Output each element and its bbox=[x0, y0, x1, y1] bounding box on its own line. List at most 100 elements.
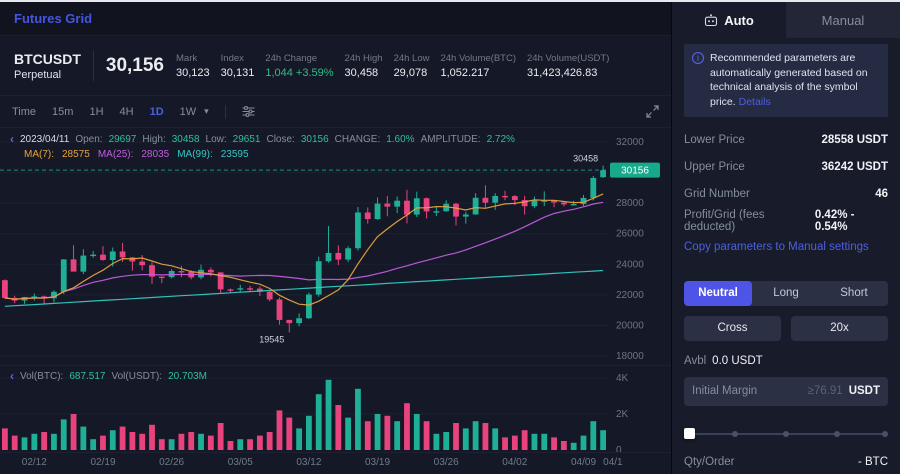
qty-label: Qty/Order bbox=[684, 455, 735, 468]
chevron-down-icon[interactable]: ▾ bbox=[204, 106, 209, 116]
close-label: Close: bbox=[266, 133, 295, 145]
ma-legend: MA(7): 28575 MA(25): 28035 MA(99): 23595 bbox=[24, 149, 249, 160]
interval-time[interactable]: Time bbox=[12, 105, 37, 118]
stat-24h-change: 24h Change 1,044 +3.59% bbox=[265, 52, 334, 79]
ma7-value: 28575 bbox=[62, 149, 90, 160]
direction-neutral[interactable]: Neutral bbox=[684, 280, 752, 306]
slider-dot-75[interactable] bbox=[834, 430, 840, 437]
tab-auto[interactable]: Auto bbox=[672, 2, 786, 38]
x-axis-label: 03/12 bbox=[296, 457, 322, 468]
close-value: 30156 bbox=[300, 133, 329, 145]
qty-value: - BTC bbox=[857, 455, 888, 468]
mode-tabs: Auto Manual bbox=[672, 2, 900, 38]
interval-15m[interactable]: 15m bbox=[52, 105, 74, 118]
svg-text:28000: 28000 bbox=[616, 198, 644, 209]
legend-date: 2023/04/11 bbox=[20, 133, 70, 145]
x-axis-label: 02/12 bbox=[21, 457, 47, 468]
available-balance-row: Avbl 0.0 USDT bbox=[684, 355, 888, 367]
grid-settings-panel: Auto Manual i Recommended parameters are… bbox=[672, 2, 900, 474]
low-label: Low: bbox=[205, 133, 227, 145]
x-axis-label: 03/26 bbox=[433, 457, 459, 468]
svg-text:30458: 30458 bbox=[573, 154, 598, 164]
collapse-legend-icon[interactable]: ‹ bbox=[10, 132, 14, 146]
param-profit-grid: Profit/Grid (fees deducted) 0.42% - 0.54… bbox=[684, 209, 855, 234]
ma7-label: MA(7): bbox=[24, 149, 54, 160]
symbol-block[interactable]: BTCUSDT Perpetual bbox=[14, 51, 81, 81]
slider-dot-25[interactable] bbox=[732, 430, 738, 437]
param-grid-number: Grid Number 46 bbox=[684, 188, 888, 201]
symbol-header: BTCUSDT Perpetual 30,156 Mark 30,123 Ind… bbox=[0, 36, 671, 96]
copy-parameters-link[interactable]: Copy parameters to Manual settings bbox=[684, 240, 869, 253]
x-axis: 02/12 02/19 02/26 03/05 03/12 03/19 03/26 04/02… bbox=[0, 452, 671, 474]
interval-1w[interactable]: 1W bbox=[179, 105, 197, 118]
initial-margin-input[interactable]: Initial Margin ≥76.91 USDT bbox=[684, 376, 888, 406]
x-axis-label: 03/05 bbox=[227, 457, 253, 468]
svg-text:22000: 22000 bbox=[616, 290, 644, 301]
robot-icon bbox=[704, 13, 718, 27]
divider bbox=[224, 104, 226, 119]
tab-manual-label: Manual bbox=[821, 12, 865, 28]
svg-text:18000: 18000 bbox=[616, 351, 644, 362]
grid-parameters: Lower Price 28558 USDT Upper Price 36242… bbox=[684, 127, 888, 235]
margin-mode-button[interactable]: Cross bbox=[684, 315, 781, 341]
indicators-icon[interactable] bbox=[242, 105, 255, 118]
details-link[interactable]: Details bbox=[738, 96, 771, 109]
qty-per-order-row: Qty/Order - BTC bbox=[684, 456, 888, 468]
x-axis-label: 04/1 bbox=[603, 457, 623, 468]
param-upper-price: Upper Price 36242 USDT bbox=[684, 161, 888, 174]
amplitude-label: AMPLITUDE: bbox=[420, 133, 481, 145]
slider-dot-50[interactable] bbox=[783, 430, 789, 437]
vol-btc-label: Vol(BTC): bbox=[20, 370, 64, 382]
direction-short[interactable]: Short bbox=[840, 287, 868, 300]
fullscreen-icon[interactable] bbox=[646, 105, 659, 118]
amplitude-value: 2.72% bbox=[486, 133, 515, 145]
initial-margin-placeholder: ≥76.91 bbox=[807, 385, 843, 398]
price-chart: 3200030000280002600024000220002000018000… bbox=[0, 128, 671, 365]
ma99-value: 23595 bbox=[220, 149, 249, 160]
stat-24h-high: 24h High 30,458 bbox=[344, 52, 383, 79]
contract-type: Perpetual bbox=[14, 68, 62, 81]
stat-mark: Mark 30,123 bbox=[176, 52, 210, 79]
avbl-value: 0.0 USDT bbox=[712, 354, 763, 367]
stat-24h-volume-btc: 24h Volume(BTC) 1,052.217 bbox=[440, 52, 516, 79]
interval-toolbar: Time 15m 1H 4H 1D 1W ▾ bbox=[0, 96, 671, 128]
leverage-button[interactable]: 20x bbox=[791, 315, 888, 341]
stat-24h-volume-usdt: 24h Volume(USDT) 31,423,426.83 bbox=[527, 52, 610, 79]
price-chart-canvas[interactable]: 3200030000280002600024000220002000018000… bbox=[0, 128, 672, 365]
interval-1d[interactable]: 1D bbox=[149, 105, 164, 118]
chart-section: Futures Grid BTCUSDT Perpetual 30,156 Ma… bbox=[0, 2, 672, 474]
slider-handle[interactable] bbox=[684, 427, 695, 439]
x-axis-label: 03/19 bbox=[364, 457, 391, 468]
volume-canvas[interactable]: 4K 2K 0 bbox=[0, 366, 672, 453]
x-axis-label: 02/26 bbox=[159, 457, 185, 468]
svg-text:20000: 20000 bbox=[616, 320, 644, 331]
open-label: Open: bbox=[75, 133, 103, 145]
symbol-name: BTCUSDT bbox=[14, 50, 81, 67]
tab-manual[interactable]: Manual bbox=[786, 2, 900, 38]
svg-text:24000: 24000 bbox=[616, 259, 644, 270]
svg-text:2K: 2K bbox=[616, 409, 629, 420]
recommendation-notice: i Recommended parameters are automatical… bbox=[684, 44, 888, 117]
ma25-label: MA(25): bbox=[97, 149, 134, 160]
interval-4h[interactable]: 4H bbox=[119, 105, 134, 118]
svg-text:26000: 26000 bbox=[616, 229, 644, 240]
direction-long[interactable]: Long bbox=[773, 287, 799, 300]
svg-text:32000: 32000 bbox=[616, 137, 644, 148]
x-axis-label: 04/02 bbox=[502, 457, 528, 468]
margin-slider[interactable] bbox=[684, 427, 888, 440]
margin-leverage-row: Cross 20x bbox=[684, 315, 888, 341]
divider bbox=[92, 50, 94, 81]
tab-auto-label: Auto bbox=[724, 12, 754, 28]
vol-usdt-value: 20.703M bbox=[168, 370, 207, 382]
slider-dot-100[interactable] bbox=[882, 430, 888, 437]
page-title: Futures Grid bbox=[14, 11, 93, 26]
collapse-volume-icon[interactable]: ‹ bbox=[10, 369, 14, 383]
volume-legend: ‹ Vol(BTC): 687.517 Vol(USDT): 20.703M bbox=[10, 370, 207, 382]
interval-1h[interactable]: 1H bbox=[89, 105, 104, 118]
svg-text:0: 0 bbox=[616, 445, 622, 453]
open-value: 29697 bbox=[108, 133, 137, 145]
avbl-label: Avbl bbox=[684, 354, 707, 367]
candles-layer bbox=[2, 165, 606, 333]
change-value: 1.60% bbox=[386, 133, 415, 145]
